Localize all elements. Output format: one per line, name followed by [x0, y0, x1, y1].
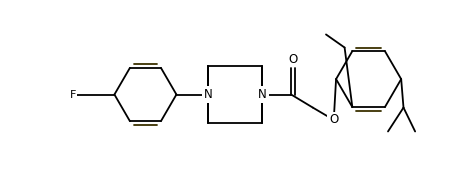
Text: N: N — [204, 88, 212, 101]
Text: O: O — [329, 113, 338, 126]
Text: F: F — [69, 90, 76, 100]
Text: O: O — [288, 53, 297, 66]
Text: N: N — [258, 88, 267, 101]
